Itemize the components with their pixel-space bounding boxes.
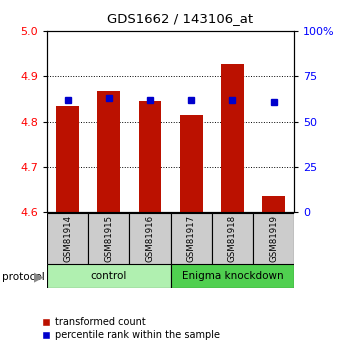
Bar	[170, 264, 294, 288]
Text: protocol: protocol	[2, 272, 44, 282]
Text: GSM81918: GSM81918	[228, 215, 237, 262]
Text: GSM81916: GSM81916	[145, 215, 155, 262]
Text: ▶: ▶	[34, 270, 44, 283]
Bar	[88, 213, 129, 264]
Bar	[170, 213, 212, 264]
Bar	[47, 213, 88, 264]
Bar	[212, 213, 253, 264]
Bar	[47, 264, 170, 288]
Bar	[221, 63, 244, 212]
Bar	[97, 91, 120, 212]
Bar	[129, 213, 171, 264]
Text: GSM81915: GSM81915	[104, 215, 113, 262]
Bar	[56, 106, 79, 212]
Text: Enigma knockdown: Enigma knockdown	[182, 271, 283, 281]
Bar	[180, 115, 203, 212]
Text: GSM81919: GSM81919	[269, 215, 278, 262]
Legend: transformed count, percentile rank within the sample: transformed count, percentile rank withi…	[41, 317, 219, 340]
Text: GSM81914: GSM81914	[63, 215, 72, 262]
Bar	[262, 196, 285, 212]
Text: GSM81917: GSM81917	[187, 215, 196, 262]
Bar	[253, 213, 294, 264]
Text: GDS1662 / 143106_at: GDS1662 / 143106_at	[108, 12, 253, 25]
Text: control: control	[91, 271, 127, 281]
Bar	[139, 101, 161, 212]
